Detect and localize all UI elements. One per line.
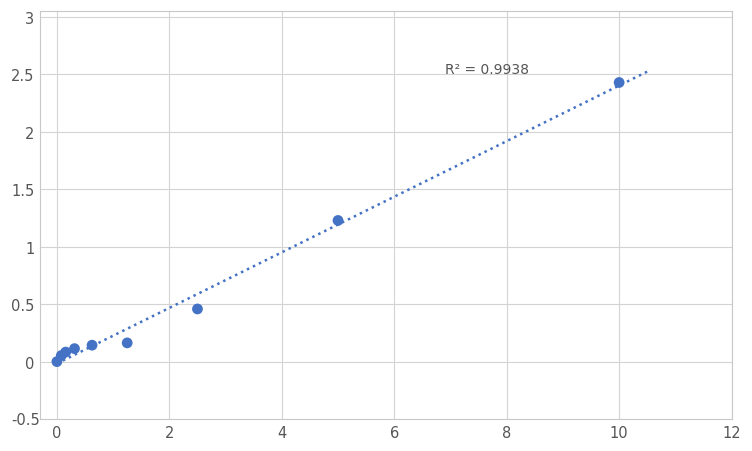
Point xyxy=(56,352,68,359)
Point xyxy=(59,349,71,356)
Point xyxy=(86,342,98,349)
Text: -0.5: -0.5 xyxy=(11,412,40,427)
Point xyxy=(51,358,63,365)
Point xyxy=(68,345,80,353)
Point xyxy=(121,340,133,347)
Point xyxy=(332,217,344,225)
Point xyxy=(613,80,625,87)
Text: R² = 0.9938: R² = 0.9938 xyxy=(445,63,529,77)
Point xyxy=(192,306,204,313)
